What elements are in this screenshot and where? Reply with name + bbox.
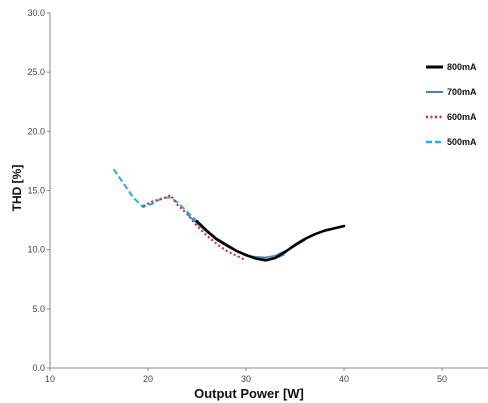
ticks: 0.0 5.0 10.0 15.0 20.0 25.0 30.0 10 20 30 40 50 [27,8,447,384]
axes [49,13,488,369]
y-axis-label: THD [%] [10,165,24,212]
x-tick-label: 40 [339,374,349,384]
series-line-800ma [195,220,346,262]
y-tick-label: 15.0 [27,186,45,196]
x-tick-label: 20 [143,374,153,384]
legend-label-600ma: 600mA [447,112,477,122]
series-line-500ma [112,168,286,261]
y-tick-label: 0.0 [32,363,45,373]
x-tick-label: 50 [437,374,447,384]
series-line-600ma [142,194,247,262]
legend-label-800ma: 800mA [447,62,477,72]
x-tick-label: 30 [241,374,251,384]
series [112,168,346,262]
legend: 800mA 700mA 600mA 500mA [426,62,477,147]
x-tick-label: 10 [45,374,55,384]
x-axis-label: Output Power [W] [194,386,304,401]
y-tick-label: 10.0 [27,245,45,255]
y-tick-label: 5.0 [32,304,45,314]
legend-label-700ma: 700mA [447,87,477,97]
y-tick-label: 20.0 [27,126,45,136]
legend-label-500ma: 500mA [447,137,477,147]
y-tick-label: 30.0 [27,8,45,18]
y-tick-label: 25.0 [27,67,45,77]
